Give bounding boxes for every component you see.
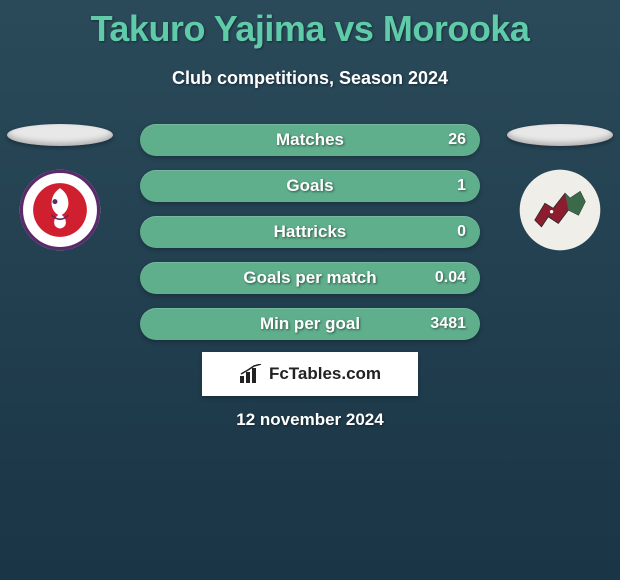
player-left-column: [0, 110, 120, 252]
stat-right-value: 0: [457, 223, 466, 241]
brand-text: FcTables.com: [269, 364, 381, 384]
kyoto-sanga-crest-icon: [18, 168, 102, 252]
brand-box[interactable]: FcTables.com: [202, 352, 418, 396]
stat-row-min-per-goal: Min per goal 3481: [140, 308, 480, 340]
stat-label: Goals per match: [140, 268, 480, 288]
stat-right-value: 1: [457, 177, 466, 195]
stat-right-value: 26: [448, 131, 466, 149]
player-right-column: [500, 110, 620, 252]
stat-row-matches: Matches 26: [140, 124, 480, 156]
player-left-oval: [7, 124, 113, 146]
stat-label: Matches: [140, 130, 480, 150]
stats-list: Matches 26 Goals 1 Hattricks 0 Goals per…: [140, 124, 480, 340]
subtitle: Club competitions, Season 2024: [0, 50, 620, 89]
stat-label: Goals: [140, 176, 480, 196]
player-right-badge: [518, 168, 602, 252]
player-left-badge: [18, 168, 102, 252]
brand-bars-icon: [239, 364, 263, 384]
player-right-oval: [507, 124, 613, 146]
stat-label: Min per goal: [140, 314, 480, 334]
coyote-crest-icon: [518, 168, 602, 252]
date-text: 12 november 2024: [0, 410, 620, 430]
stat-row-hattricks: Hattricks 0: [140, 216, 480, 248]
stat-label: Hattricks: [140, 222, 480, 242]
stat-right-value: 0.04: [435, 269, 466, 287]
page-title: Takuro Yajima vs Morooka: [0, 0, 620, 50]
stat-right-value: 3481: [430, 315, 466, 333]
stat-row-goals: Goals 1: [140, 170, 480, 202]
stat-row-goals-per-match: Goals per match 0.04: [140, 262, 480, 294]
